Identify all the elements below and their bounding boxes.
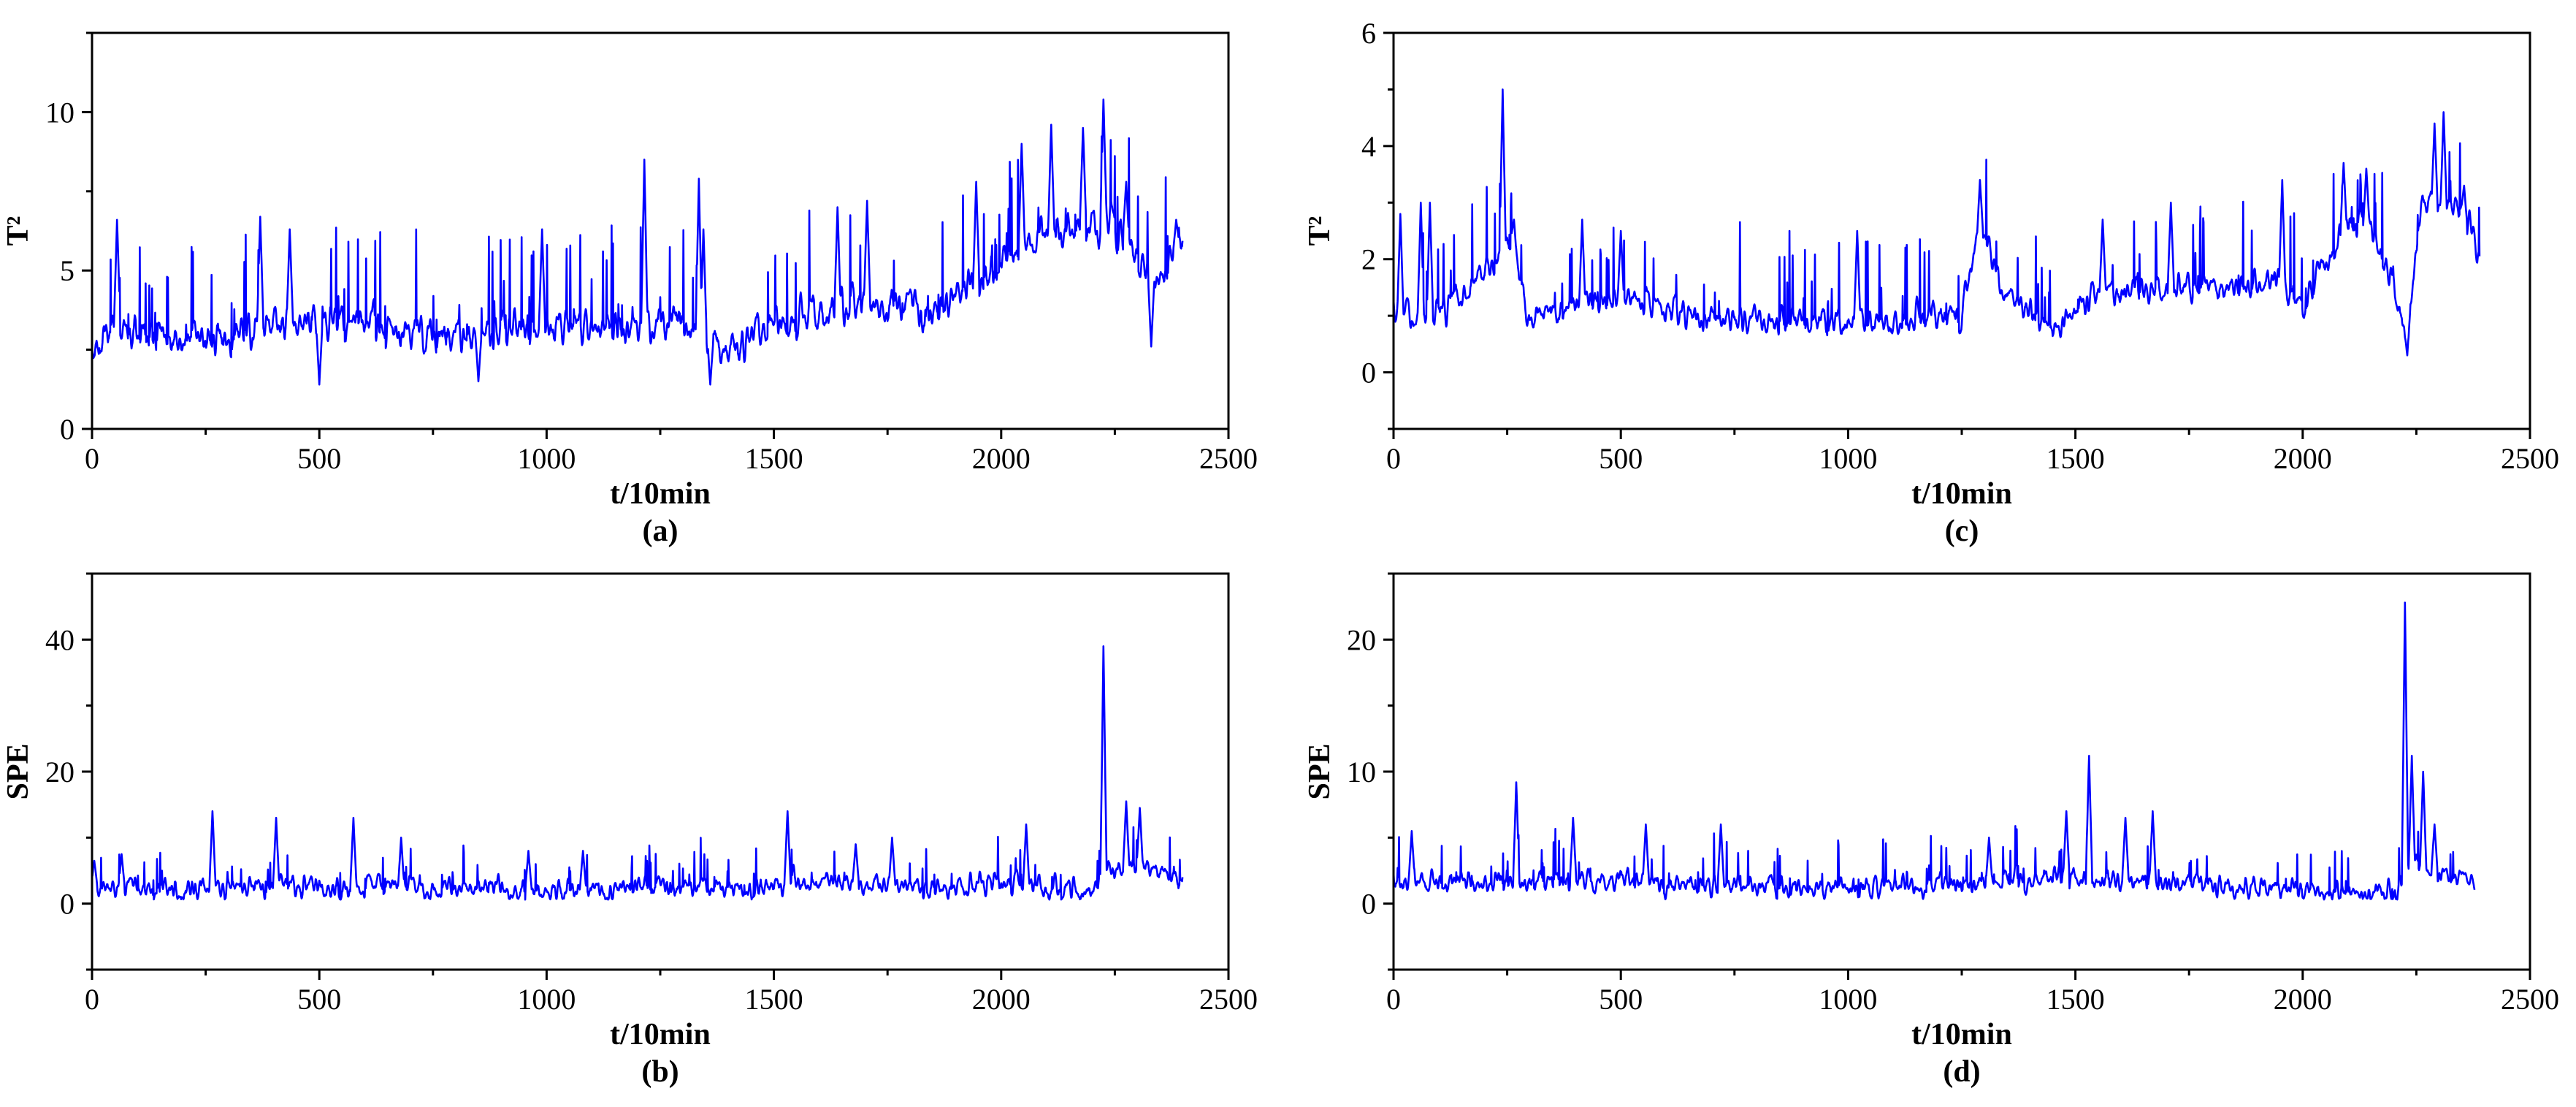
series-line-b bbox=[91, 645, 1184, 901]
x-tick-label: 0 bbox=[1386, 983, 1401, 1016]
series-line-d bbox=[1392, 601, 2476, 901]
y-tick-label: 0 bbox=[1361, 888, 1376, 921]
y-tick-label: 0 bbox=[1361, 357, 1376, 389]
x-tick-label: 1000 bbox=[517, 983, 576, 1016]
x-tick-label: 2000 bbox=[2274, 442, 2332, 475]
series-line-a bbox=[91, 98, 1184, 386]
y-axis-title: SPE bbox=[1, 743, 35, 799]
x-tick-label: 500 bbox=[1599, 983, 1643, 1016]
series-line-c bbox=[1392, 88, 2481, 357]
y-axis-title: SPE bbox=[1303, 743, 1337, 799]
x-tick-label: 1500 bbox=[2046, 983, 2105, 1016]
y-tick-label: 2 bbox=[1361, 243, 1376, 276]
x-tick-label: 0 bbox=[85, 983, 99, 1016]
panel-d: 0 500 1000 1500 2000 2500 0 10 20 t/10min SPE (d) bbox=[1303, 572, 2559, 1089]
y-tick-label: 4 bbox=[1361, 130, 1376, 163]
x-tick-label: 0 bbox=[85, 442, 99, 475]
panel-b: 0 500 1000 1500 2000 2500 0 20 40 t/10min SPE (b) bbox=[1, 572, 1258, 1089]
y-tick-label: 10 bbox=[45, 96, 74, 129]
x-tick-label: 0 bbox=[1386, 442, 1401, 475]
y-axis-title: T² bbox=[1303, 216, 1337, 246]
x-tick-label: 2000 bbox=[972, 442, 1031, 475]
y-tick-label: 20 bbox=[45, 756, 74, 788]
x-tick-label: 1500 bbox=[745, 983, 803, 1016]
y-tick-label: 40 bbox=[45, 623, 74, 656]
x-tick-label: 1000 bbox=[1819, 442, 1877, 475]
panel-caption: (c) bbox=[1945, 514, 1979, 548]
x-tick-label: 2500 bbox=[1199, 442, 1258, 475]
x-tick-label: 1000 bbox=[1819, 983, 1877, 1016]
y-axis-title: T² bbox=[1, 216, 35, 246]
plot-frame-c bbox=[1392, 31, 2531, 430]
y-tick-label: 5 bbox=[60, 254, 74, 287]
plot-frame-b bbox=[91, 572, 1230, 971]
x-tick-label: 1000 bbox=[517, 442, 576, 475]
x-tick-label: 500 bbox=[1599, 442, 1643, 475]
x-axis-title: t/10min bbox=[1911, 1018, 2012, 1051]
x-tick-label: 500 bbox=[297, 983, 341, 1016]
panel-caption: (b) bbox=[641, 1055, 679, 1089]
x-tick-label: 1500 bbox=[2046, 442, 2105, 475]
x-axis-title: t/10min bbox=[1911, 477, 2012, 511]
panel-c: 0 500 1000 1500 2000 2500 0 2 4 6 t/10min T² (c) bbox=[1303, 17, 2559, 548]
y-tick-label: 0 bbox=[60, 413, 74, 446]
panel-caption: (d) bbox=[1943, 1055, 1980, 1089]
x-tick-label: 2000 bbox=[972, 983, 1031, 1016]
panel-a: 0 500 1000 1500 2000 2500 0 5 10 t/10min T² (a) bbox=[1, 31, 1258, 548]
x-tick-label: 2500 bbox=[2501, 983, 2559, 1016]
y-tick-label: 0 bbox=[60, 888, 74, 921]
x-tick-label: 2500 bbox=[2501, 442, 2559, 475]
x-tick-label: 1500 bbox=[745, 442, 803, 475]
x-tick-label: 2000 bbox=[2274, 983, 2332, 1016]
panel-caption: (a) bbox=[643, 514, 679, 548]
x-axis-title: t/10min bbox=[610, 477, 711, 511]
y-tick-label: 10 bbox=[1347, 756, 1376, 788]
y-tick-label: 6 bbox=[1361, 17, 1376, 50]
x-tick-label: 500 bbox=[297, 442, 341, 475]
x-axis-title: t/10min bbox=[610, 1018, 711, 1051]
plot-frame-d bbox=[1392, 572, 2531, 971]
y-tick-label: 20 bbox=[1347, 623, 1376, 656]
x-tick-label: 2500 bbox=[1199, 983, 1258, 1016]
